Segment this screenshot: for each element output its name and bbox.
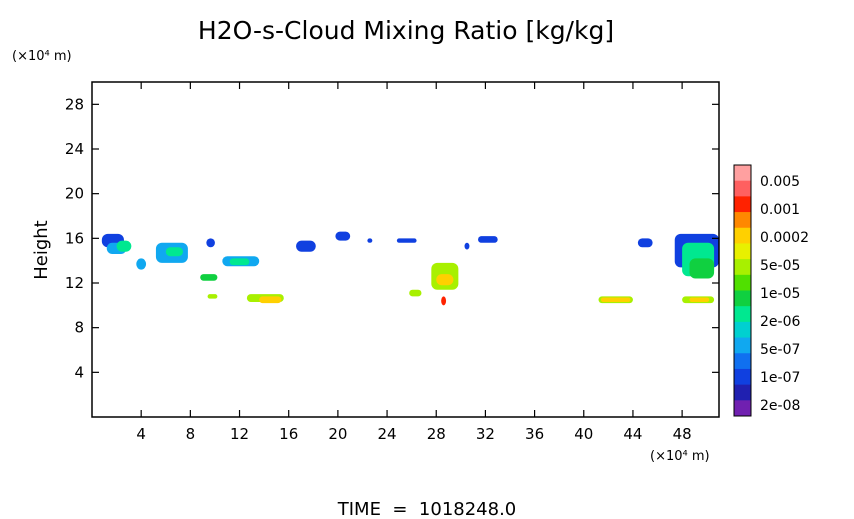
x-tick-label: 32	[476, 425, 495, 443]
y-tick-label: 28	[65, 95, 84, 113]
cloud-region	[478, 236, 498, 243]
time-footer: TIME = 1018248.0	[337, 499, 517, 519]
colorbar-segment	[734, 353, 751, 370]
cloud-region	[600, 297, 631, 302]
x-tick-label: 8	[186, 425, 196, 443]
y-axis-label: Height	[31, 220, 52, 280]
cloud-region	[335, 231, 351, 241]
colorbar-labels: 0.005 0.001 0.0002 5e-05 1e-05 2e-06 5e-07 1e-0…	[760, 174, 809, 414]
y-tick-label: 20	[65, 185, 84, 203]
colorbar-segment	[734, 165, 751, 182]
cloud-region	[689, 258, 715, 279]
cloud-region	[206, 238, 215, 248]
colorbar-label: 0.001	[760, 202, 800, 218]
x-tick-label: 16	[279, 425, 298, 443]
colorbar-segment	[734, 384, 751, 401]
cloud-region	[296, 240, 316, 252]
cloud-region	[229, 258, 250, 266]
x-tick-label: 12	[230, 425, 249, 443]
x-tick-label: 28	[427, 425, 446, 443]
colorbar-segment	[734, 306, 751, 323]
colorbar-label: 5e-05	[760, 258, 800, 274]
colorbar-segment	[734, 337, 751, 354]
colorbar-label: 2e-08	[760, 398, 800, 414]
y-tick-label: 16	[65, 229, 84, 247]
y-tick-label: 8	[74, 319, 84, 337]
colorbar-segment	[734, 400, 751, 417]
colorbar-segment	[734, 368, 751, 386]
x-tick-label: 4	[136, 425, 146, 443]
colorbar-segment	[734, 227, 751, 244]
cloud-region	[165, 247, 183, 257]
colorbar-label: 1e-07	[760, 370, 800, 386]
cloud-region	[637, 238, 653, 248]
colorbar-label: 0.005	[760, 174, 800, 190]
y-unit-label: (×10⁴ m)	[12, 49, 72, 64]
cloud-region	[259, 296, 282, 304]
colorbar-segment	[734, 196, 751, 213]
colorbar-label: 5e-07	[760, 342, 800, 358]
colorbar-segment	[734, 180, 751, 197]
cloud-region	[207, 294, 218, 299]
x-tick-label: 36	[525, 425, 544, 443]
cloud-region	[116, 240, 132, 252]
x-tick-label: 24	[378, 425, 397, 443]
x-unit-label: (×10⁴ m)	[650, 449, 710, 464]
colorbar-label: 0.0002	[760, 230, 809, 246]
x-tick-label: 48	[673, 425, 692, 443]
cloud-region	[367, 238, 373, 243]
colorbar-label: 2e-06	[760, 314, 800, 330]
colorbar-segment	[734, 212, 751, 229]
colorbar	[733, 164, 752, 417]
x-tick-label: 20	[328, 425, 347, 443]
y-axis-ticks: 4 8 12 16 20 24 28	[65, 95, 719, 381]
colorbar-segment	[734, 321, 751, 339]
cloud-region	[409, 289, 422, 297]
cloud-region	[689, 297, 710, 302]
colorbar-frame	[733, 164, 752, 417]
y-tick-label: 4	[74, 363, 84, 381]
x-tick-label: 44	[623, 425, 642, 443]
colorbar-segment	[734, 290, 751, 307]
colorbar-label: 1e-05	[760, 286, 800, 302]
cloud-region	[441, 296, 447, 306]
cloud-region	[464, 242, 470, 250]
x-tick-label: 40	[574, 425, 593, 443]
chart-title: H2O-s-Cloud Mixing Ratio [kg/kg]	[198, 16, 614, 45]
cloud-region	[396, 238, 417, 243]
x-axis-ticks: 4 8 12 16 20 24 28 32 36 40 44 48	[136, 82, 692, 443]
y-tick-label: 24	[65, 140, 84, 158]
cloud-region	[200, 274, 218, 281]
colorbar-segment	[734, 243, 751, 260]
plot-frame	[91, 81, 720, 418]
cloud-region	[436, 274, 454, 286]
data-regions	[101, 231, 719, 306]
colorbar-segment	[734, 259, 751, 276]
y-tick-label: 12	[65, 274, 84, 292]
colorbar-segment	[734, 274, 751, 291]
cloud-region	[136, 258, 147, 270]
